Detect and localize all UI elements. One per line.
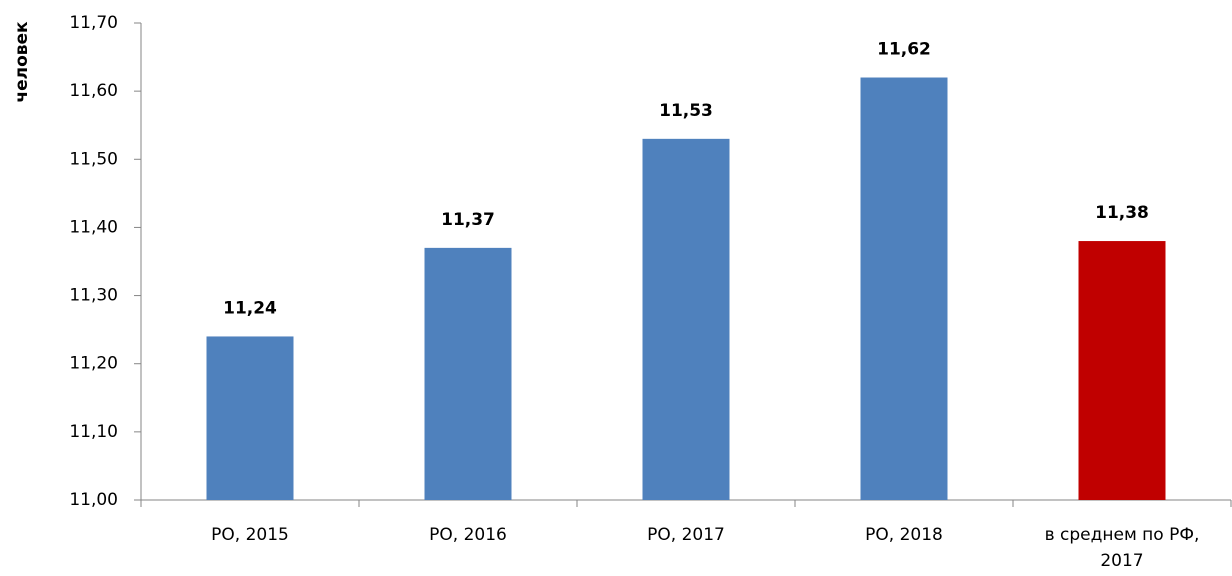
data-label: 11,37	[441, 210, 495, 230]
bar	[1078, 241, 1166, 501]
data-label: 11,24	[223, 298, 277, 318]
y-tick-label: 11,60	[69, 81, 118, 101]
bar	[424, 247, 512, 500]
y-tick-label: 11,20	[69, 354, 118, 374]
data-label: 11,62	[877, 40, 931, 60]
x-tick-label: РО, 2017	[647, 525, 725, 545]
bar	[642, 138, 730, 501]
data-label: 11,53	[659, 101, 713, 121]
y-tick-label: 11,00	[69, 490, 118, 510]
y-tick-label: 11,70	[69, 13, 118, 33]
x-tick-label: РО, 2018	[865, 525, 943, 545]
x-tick-label: РО, 2016	[429, 525, 507, 545]
y-tick-label: 11,30	[69, 286, 118, 306]
y-axis-label: человек	[12, 21, 32, 103]
data-label: 11,38	[1095, 203, 1149, 223]
bar	[206, 336, 294, 500]
y-tick-label: 11,40	[69, 217, 118, 237]
y-tick-label: 11,50	[69, 149, 118, 169]
x-tick-label: РО, 2015	[211, 525, 289, 545]
y-tick-label: 11,10	[69, 422, 118, 442]
bar	[860, 77, 948, 500]
x-tick-label: в среднем по РФ, 2017	[1044, 525, 1200, 571]
